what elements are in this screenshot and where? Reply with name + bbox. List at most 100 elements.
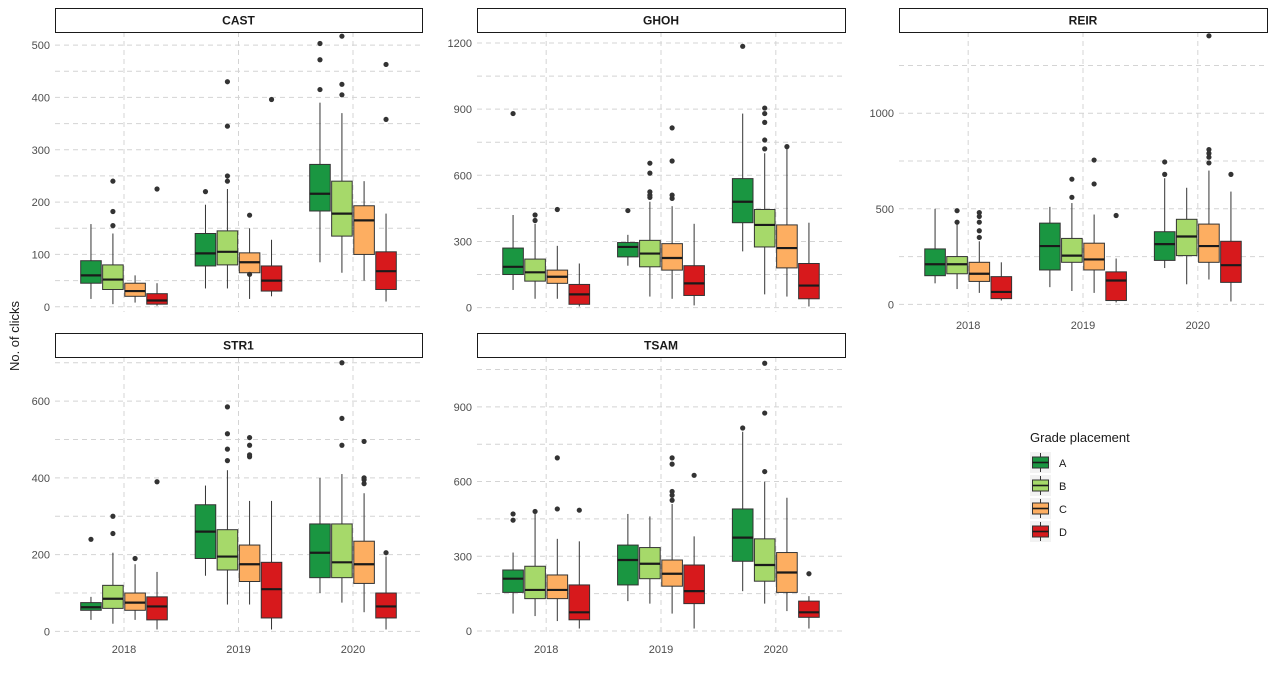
box-d-2020 (375, 61, 397, 302)
box-iqr (80, 260, 102, 284)
x-tick-label: 2020 (1186, 320, 1210, 332)
box-d-2019 (683, 472, 705, 629)
box-iqr (617, 242, 639, 258)
legend-label: D (1059, 527, 1067, 539)
outlier-point (625, 207, 631, 214)
outlier-point (806, 571, 812, 577)
outlier-point (224, 178, 231, 184)
box-iqr (731, 508, 754, 562)
box-c-2020 (776, 144, 798, 297)
box-a-2018 (502, 511, 524, 614)
outlier-point (669, 497, 675, 503)
y-tick-label: 0 (44, 626, 50, 638)
box-iqr (102, 264, 124, 290)
box-c-2020 (776, 497, 798, 612)
box-a-2019 (194, 189, 217, 289)
box-d-2020 (1220, 171, 1242, 302)
outlier-point (1206, 146, 1212, 153)
box-c-2018 (546, 455, 569, 622)
outlier-point (224, 458, 231, 464)
outlier-point (762, 360, 768, 366)
x-tick-label: 2020 (764, 644, 788, 656)
outlier-point (110, 208, 116, 215)
box-b-2020 (753, 105, 776, 295)
outlier-point (88, 536, 94, 542)
outlier-point (339, 415, 345, 422)
outlier-point (246, 452, 253, 458)
strip-label: REIR (1069, 14, 1098, 28)
x-tick-label: 2019 (649, 644, 673, 656)
box-c-2019 (661, 455, 683, 614)
outlier-point (954, 219, 960, 225)
box-iqr (753, 208, 776, 248)
box-iqr (661, 243, 683, 271)
box-a-2020 (309, 40, 331, 263)
outlier-point (762, 410, 768, 416)
outlier-point (1113, 212, 1119, 219)
outlier-point (339, 92, 345, 98)
outlier-point (1162, 171, 1168, 177)
outlier-point (317, 86, 323, 93)
outlier-point (383, 550, 389, 556)
x-tick-label: 2019 (1071, 320, 1095, 332)
outlier-point (554, 206, 560, 213)
x-tick-label: 2020 (341, 644, 365, 656)
outlier-point (154, 479, 160, 485)
outlier-point (510, 110, 516, 117)
y-tick-label: 0 (466, 626, 472, 638)
box-iqr (331, 180, 353, 237)
box-c-2019 (1083, 157, 1105, 293)
strip-box (55, 8, 423, 33)
outlier-point (976, 219, 982, 225)
box-a-2019 (617, 513, 639, 602)
strip-box (477, 8, 846, 33)
y-tick-label: 0 (466, 303, 472, 315)
outlier-point (554, 506, 560, 512)
box-iqr (260, 265, 283, 292)
box-iqr (216, 230, 239, 266)
box-iqr (102, 584, 124, 609)
box-d-2018 (146, 479, 168, 630)
y-tick-label: 300 (32, 145, 50, 157)
box-a-2018 (924, 208, 946, 284)
box-b-2018 (102, 178, 124, 305)
outlier-point (1206, 154, 1212, 160)
outlier-point (246, 434, 253, 441)
outlier-point (647, 170, 653, 176)
outlier-point (647, 160, 653, 166)
box-b-2018 (524, 508, 546, 617)
box-b-2018 (946, 208, 968, 290)
outlier-point (1206, 150, 1212, 156)
box-iqr (309, 163, 331, 212)
box-b-2020 (753, 360, 776, 604)
box-iqr (1220, 240, 1242, 283)
outlier-point (383, 116, 389, 123)
legend-label: B (1059, 481, 1066, 493)
y-tick-label: 600 (454, 170, 472, 182)
y-tick-label: 600 (32, 396, 50, 408)
outlier-point (383, 61, 389, 68)
box-iqr (194, 232, 217, 267)
outlier-point (154, 186, 160, 192)
outlier-point (669, 455, 675, 461)
outlier-point (224, 431, 231, 437)
box-iqr (776, 224, 798, 269)
outlier-point (339, 442, 345, 448)
strip-label: GHOH (643, 14, 679, 28)
outlier-point (361, 475, 367, 481)
strip-box (477, 333, 846, 358)
box-d-2018 (990, 262, 1013, 301)
grid (55, 32, 422, 312)
outlier-point (510, 511, 516, 517)
strip-label: TSAM (644, 339, 678, 353)
outlier-point (246, 442, 253, 448)
y-tick-label: 100 (32, 249, 50, 261)
box-a-2019 (194, 485, 217, 576)
box-iqr (924, 248, 946, 277)
box-iqr (524, 565, 546, 600)
box-iqr (753, 538, 776, 582)
outlier-point (976, 234, 982, 241)
box-iqr (1061, 237, 1083, 263)
